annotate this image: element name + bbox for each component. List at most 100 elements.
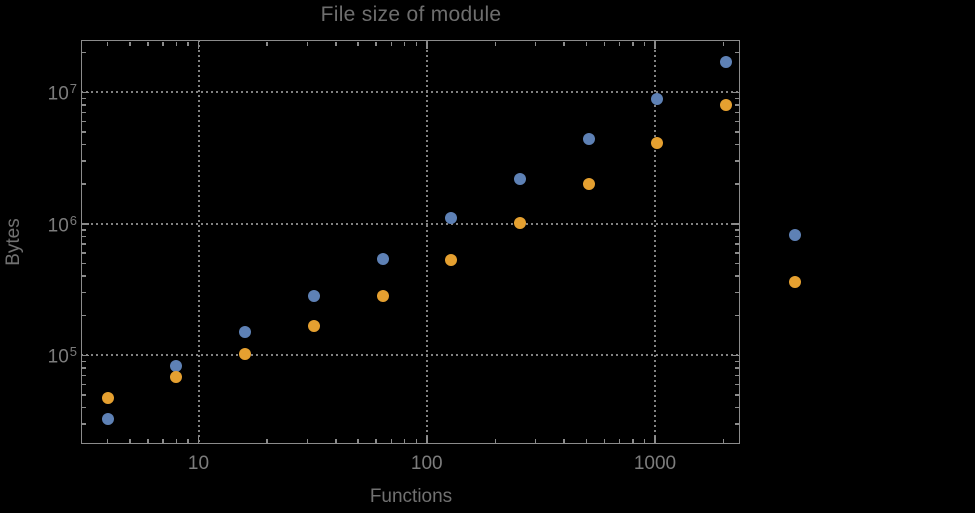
data-point-series-1-blue: [788, 229, 801, 242]
x-major-tick: [197, 41, 200, 49]
x-major-tick: [426, 41, 428, 49]
x-minor-tick: [494, 438, 497, 443]
data-point-series-1-blue: [170, 359, 183, 372]
x-minor-tick: [335, 438, 337, 443]
x-minor-tick: [162, 41, 164, 46]
x-minor-tick: [147, 41, 149, 46]
x-minor-tick: [162, 438, 164, 443]
x-minor-tick: [306, 41, 309, 46]
y-major-tick: [82, 91, 90, 94]
y-minor-tick: [734, 243, 739, 245]
data-point-series-1-blue: [513, 172, 526, 185]
y-minor-tick: [82, 131, 87, 133]
y-minor-tick: [82, 160, 87, 162]
y-minor-tick: [734, 131, 739, 133]
x-minor-tick: [266, 41, 268, 46]
x-minor-tick: [129, 41, 131, 46]
y-minor-tick: [734, 160, 739, 162]
data-point-series-1-blue: [651, 92, 664, 105]
x-minor-tick: [632, 41, 634, 46]
y-major-tick: [731, 354, 739, 357]
y-minor-tick: [82, 262, 87, 265]
y-minor-tick: [82, 104, 87, 106]
x-minor-tick: [187, 41, 189, 46]
data-point-series-1-blue: [239, 326, 252, 339]
x-major-tick: [654, 41, 656, 49]
x-gridline: [425, 40, 428, 445]
y-tick-exponent: 6: [69, 212, 77, 228]
x-minor-tick: [632, 438, 634, 443]
y-tick-label: 107: [16, 80, 77, 105]
y-minor-tick: [734, 423, 739, 425]
data-point-series-2-orange: [720, 99, 733, 112]
y-minor-tick: [82, 360, 87, 363]
x-minor-tick: [563, 41, 565, 46]
x-minor-tick: [106, 438, 109, 443]
x-minor-tick: [375, 41, 377, 46]
x-minor-tick: [390, 438, 393, 443]
y-minor-tick: [734, 252, 739, 254]
y-minor-tick: [734, 383, 739, 386]
y-gridline: [80, 222, 741, 225]
x-tick-label: 10: [187, 453, 210, 474]
y-minor-tick: [734, 262, 739, 265]
x-major-tick: [654, 435, 656, 443]
y-tick-exponent: 7: [69, 81, 77, 97]
x-minor-tick: [306, 438, 309, 443]
y-minor-tick: [734, 51, 739, 54]
data-point-series-1-blue: [720, 55, 733, 68]
y-minor-tick: [734, 406, 739, 409]
y-gridline: [80, 91, 741, 94]
x-gridline: [654, 40, 656, 445]
y-minor-tick: [734, 367, 739, 369]
x-minor-tick: [147, 438, 149, 443]
y-minor-tick: [82, 367, 87, 369]
x-minor-tick: [585, 438, 588, 443]
data-point-series-2-orange: [513, 216, 526, 229]
x-minor-tick: [415, 438, 418, 443]
x-minor-tick: [403, 438, 406, 443]
y-minor-tick: [734, 394, 739, 396]
x-axis-title: Functions: [369, 486, 453, 507]
y-minor-tick: [82, 291, 87, 294]
x-minor-tick: [643, 438, 646, 443]
y-minor-tick: [734, 275, 739, 277]
data-point-series-1-blue: [101, 412, 114, 425]
x-minor-tick: [187, 438, 189, 443]
x-minor-tick: [618, 41, 621, 46]
x-minor-tick: [335, 41, 337, 46]
y-tick-label: 105: [16, 343, 77, 368]
x-minor-tick: [603, 438, 606, 443]
y-minor-tick: [734, 143, 739, 146]
x-minor-tick: [722, 41, 725, 46]
y-minor-tick: [734, 314, 739, 317]
data-point-series-2-orange: [307, 320, 320, 333]
y-minor-tick: [734, 97, 739, 100]
x-minor-tick: [534, 438, 537, 443]
x-minor-tick: [563, 438, 565, 443]
y-minor-tick: [82, 120, 87, 123]
x-minor-tick: [266, 438, 268, 443]
x-gridline: [197, 40, 200, 445]
x-minor-tick: [175, 41, 178, 46]
x-tick-label: 1000: [633, 453, 677, 474]
y-minor-tick: [734, 104, 739, 106]
data-point-series-2-orange: [582, 178, 595, 191]
x-minor-tick: [722, 438, 725, 443]
y-tick-exponent: 5: [69, 344, 77, 360]
data-point-series-2-orange: [376, 290, 389, 303]
x-minor-tick: [129, 438, 131, 443]
y-minor-tick: [734, 235, 739, 238]
y-major-tick: [82, 354, 90, 357]
y-minor-tick: [734, 183, 739, 185]
y-minor-tick: [82, 275, 87, 277]
y-minor-tick: [82, 97, 87, 100]
y-major-tick: [82, 223, 90, 225]
y-minor-tick: [734, 291, 739, 294]
data-point-series-2-orange: [445, 254, 458, 267]
y-minor-tick: [734, 111, 739, 114]
y-minor-tick: [82, 252, 87, 254]
y-minor-tick: [82, 423, 87, 425]
y-minor-tick: [82, 374, 87, 377]
